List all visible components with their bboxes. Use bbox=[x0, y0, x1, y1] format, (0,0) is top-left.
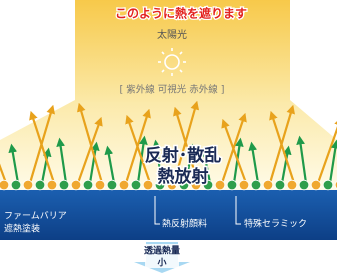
sun-label: 太陽光 bbox=[157, 28, 187, 41]
coating-label: 遮熱塗装 bbox=[4, 223, 40, 235]
pigment-bead bbox=[275, 180, 285, 190]
pigment-bead bbox=[143, 180, 153, 190]
diagram: このように熱を遮ります 太陽光 [ 紫外線 可視光 赤外線 ] 反射･散乱 熱放… bbox=[0, 0, 337, 273]
pigment-bead bbox=[11, 180, 21, 190]
pigment-bead bbox=[59, 180, 69, 190]
pigment-bead bbox=[215, 180, 225, 190]
pigment-bead bbox=[0, 180, 9, 190]
center-line: 反射･散乱 bbox=[145, 145, 222, 166]
pigment-bead bbox=[47, 180, 57, 190]
pigment-bead bbox=[119, 180, 129, 190]
pigment-bead bbox=[107, 180, 117, 190]
pigment-bead bbox=[323, 180, 333, 190]
pigment-bead bbox=[239, 180, 249, 190]
pigment-bead bbox=[227, 180, 237, 190]
center-line: 熱放射 bbox=[158, 166, 209, 187]
title: このように熱を遮ります bbox=[115, 6, 247, 21]
pigment-bead bbox=[263, 180, 273, 190]
pigment-bead bbox=[311, 180, 321, 190]
spectrum: [ 紫外線 可視光 赤外線 ] bbox=[120, 84, 225, 96]
transmission-label: 小 bbox=[156, 257, 166, 269]
coating-label: ファームバリア bbox=[4, 211, 67, 222]
pigment-bead bbox=[71, 180, 81, 190]
pigment-bead bbox=[287, 180, 297, 190]
pigment-bead bbox=[35, 180, 45, 190]
pigment-bead bbox=[251, 180, 261, 190]
pigment-bead bbox=[83, 180, 93, 190]
pigment-bead bbox=[131, 180, 141, 190]
pigment-label: 熱反射顔料 bbox=[162, 218, 207, 230]
pigment-bead bbox=[95, 180, 105, 190]
ceramic-label: 特殊セラミック bbox=[244, 218, 307, 230]
transmission-label: 透過熱量 bbox=[144, 245, 180, 257]
pigment-bead bbox=[23, 180, 33, 190]
pigment-bead bbox=[299, 180, 309, 190]
